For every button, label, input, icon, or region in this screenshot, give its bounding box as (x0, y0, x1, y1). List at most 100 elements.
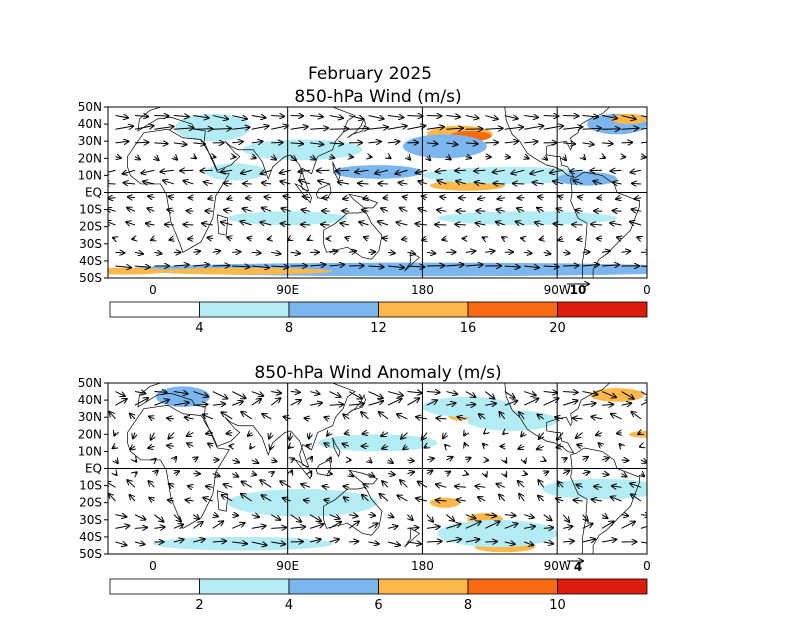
latitude-labels: 50N 40N 30N 20N 10N EQ 10S 20S 30S 40S 50S (78, 100, 108, 285)
wind-vector (475, 486, 486, 487)
wind-vector (271, 392, 281, 394)
wind-vector (465, 515, 476, 519)
panel-title: 850-hPa Wind Anomaly (m/s) (254, 363, 501, 383)
speed-contour (227, 489, 378, 517)
wind-vector (308, 239, 311, 240)
wind-vector (563, 392, 578, 393)
wind-vector (622, 474, 627, 477)
wind-vector (290, 527, 306, 529)
wind-vector (387, 126, 407, 130)
wind-vector (475, 182, 486, 184)
wind-vector (361, 412, 369, 420)
wind-vector (329, 251, 338, 252)
wind-vector (348, 521, 359, 529)
wind-vector (343, 486, 350, 487)
longitude-label: 0 (643, 283, 651, 297)
wind-vector (348, 404, 364, 406)
wind-vector (524, 126, 543, 130)
wind-vector (563, 541, 574, 542)
wind-vector (363, 433, 369, 434)
wind-vector (504, 141, 518, 142)
wind-vector (173, 143, 187, 145)
wind-vector (591, 417, 603, 419)
wind-vector (115, 474, 116, 475)
wind-vector (407, 460, 413, 461)
wind-vector (465, 143, 478, 144)
wind-vector (115, 252, 124, 253)
coastline (347, 393, 366, 415)
wind-vector (400, 480, 408, 488)
wind-vector (436, 484, 447, 487)
wind-vector (582, 265, 599, 267)
wind-vector (115, 526, 129, 529)
wind-vector (186, 500, 194, 501)
wind-vector (364, 237, 369, 239)
wind-vector (621, 515, 629, 516)
colorbar-segment (199, 578, 290, 595)
wind-vector (446, 265, 463, 266)
wind-vector (154, 471, 157, 474)
wind-vector (271, 460, 276, 461)
wind-vector (582, 472, 590, 474)
wind-vector (349, 541, 358, 542)
colorbar: 2 4 6 8 10 (109, 578, 648, 613)
wind-vector (513, 183, 525, 184)
wind-vector (173, 514, 181, 522)
wind-vector (280, 170, 291, 173)
wind-vector (160, 170, 174, 172)
wind-vector (640, 391, 647, 398)
wind-vector (458, 417, 466, 419)
colorbar-segment (288, 301, 379, 318)
wind-vector (115, 391, 124, 397)
colorbar-segment (557, 301, 648, 318)
speed-contour (175, 113, 251, 142)
wind-vector (403, 446, 407, 449)
wind-vector (465, 116, 479, 119)
coastline (216, 490, 229, 512)
wind-vector (557, 432, 564, 440)
wind-vector (134, 392, 145, 394)
wind-vector (563, 127, 582, 129)
wind-vector (476, 211, 486, 212)
wind-vector (134, 116, 148, 117)
wind-vector (232, 142, 243, 143)
wind-vector (426, 458, 434, 460)
coastline (404, 251, 421, 272)
wind-vector (329, 539, 339, 542)
speed-contour (108, 267, 168, 275)
wind-vector (115, 116, 128, 118)
latitude-label: 40N (78, 393, 102, 407)
wind-vector (304, 418, 311, 419)
wind-vector (302, 210, 311, 212)
wind-vector (476, 223, 486, 225)
latitude-label: 30S (79, 513, 102, 527)
wind-vector (298, 170, 311, 171)
wind-vector (301, 484, 311, 487)
wind-vector (582, 128, 602, 129)
wind-vector (594, 486, 603, 487)
wind-vector (271, 126, 288, 130)
wind-vector (290, 392, 300, 393)
wind-vector (610, 223, 622, 225)
wind-vector (416, 417, 427, 419)
colorbar-segment (378, 578, 469, 595)
wind-vector (442, 239, 446, 240)
wind-vector (133, 432, 135, 439)
wind-vector (456, 181, 466, 184)
wind-vector (271, 116, 284, 117)
wind-vector (154, 400, 168, 406)
wind-vector (601, 539, 616, 542)
wind-vector (485, 128, 502, 129)
wind-vector (146, 223, 155, 225)
wind-vector (193, 251, 200, 252)
wind-vector (264, 197, 272, 198)
wind-vector (221, 170, 233, 172)
wind-vector (537, 208, 544, 212)
wind-vector (474, 170, 486, 171)
wind-vector (504, 127, 523, 129)
wind-vector (387, 526, 398, 528)
colorbar-segment (288, 578, 379, 595)
wind-vector (446, 514, 454, 521)
wind-vector (113, 446, 116, 448)
wind-vector (574, 500, 583, 501)
